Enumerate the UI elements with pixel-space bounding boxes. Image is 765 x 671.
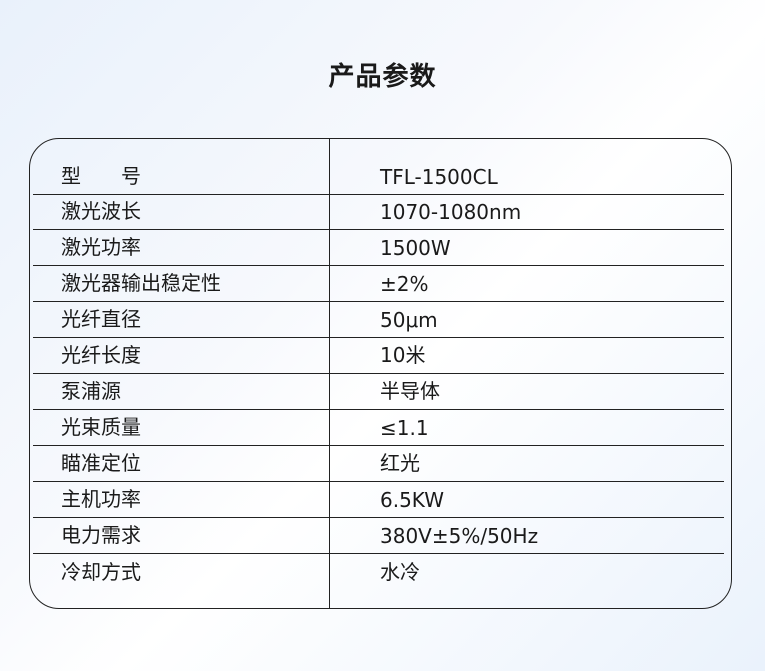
param-name: 光束质量 — [61, 415, 141, 439]
table-row: 电力需求 380V±5%/50Hz — [33, 517, 724, 554]
param-value: 1500W — [380, 236, 451, 260]
param-name: 激光器输出稳定性 — [61, 271, 221, 295]
param-value: 红光 — [380, 451, 420, 475]
table-row: 激光功率 1500W — [33, 229, 724, 266]
param-name: 型 号 — [61, 164, 141, 188]
param-value: 380V±5%/50Hz — [380, 524, 539, 548]
param-name: 激光波长 — [61, 199, 141, 223]
param-value: 10米 — [380, 343, 426, 367]
param-value: 半导体 — [380, 379, 440, 403]
param-value: ±2% — [380, 272, 429, 296]
param-name: 冷却方式 — [61, 560, 141, 584]
table-row: 光纤直径 50μm — [33, 301, 724, 338]
param-value: 1070-1080nm — [380, 200, 522, 224]
param-value: 50μm — [380, 308, 438, 332]
table-row: 光纤长度 10米 — [33, 337, 724, 374]
table-row: 光束质量 ≤1.1 — [33, 409, 724, 446]
param-value: ≤1.1 — [380, 416, 429, 440]
table-row: 冷却方式 水冷 — [33, 554, 724, 590]
table-row: 主机功率 6.5KW — [33, 481, 724, 518]
param-name: 光纤直径 — [61, 307, 141, 331]
table-row: 泵浦源 半导体 — [33, 373, 724, 410]
param-name: 瞄准定位 — [61, 451, 141, 475]
param-name: 主机功率 — [61, 487, 141, 511]
param-name: 泵浦源 — [61, 379, 121, 403]
table-row: 瞄准定位 红光 — [33, 445, 724, 482]
param-value: TFL-1500CL — [380, 165, 498, 189]
table-row: 激光波长 1070-1080nm — [33, 193, 724, 230]
param-name: 光纤长度 — [61, 343, 141, 367]
page-title: 产品参数 — [328, 62, 437, 92]
param-value: 水冷 — [380, 560, 420, 584]
spec-table — [29, 138, 732, 609]
param-name: 电力需求 — [61, 523, 141, 547]
param-value: 6.5KW — [380, 488, 444, 512]
param-name: 激光功率 — [61, 235, 141, 259]
table-row: 型 号 TFL-1500CL — [33, 158, 724, 195]
table-row: 激光器输出稳定性 ±2% — [33, 265, 724, 302]
